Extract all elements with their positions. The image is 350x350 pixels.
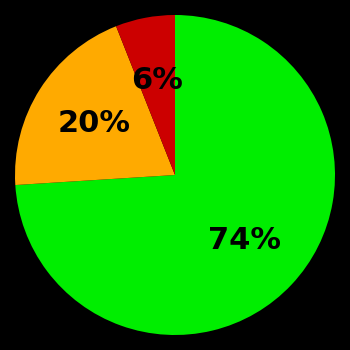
Wedge shape: [116, 15, 175, 175]
Text: 6%: 6%: [131, 66, 183, 95]
Text: 20%: 20%: [57, 109, 131, 138]
Text: 74%: 74%: [209, 226, 281, 255]
Wedge shape: [15, 15, 335, 335]
Wedge shape: [15, 26, 175, 185]
